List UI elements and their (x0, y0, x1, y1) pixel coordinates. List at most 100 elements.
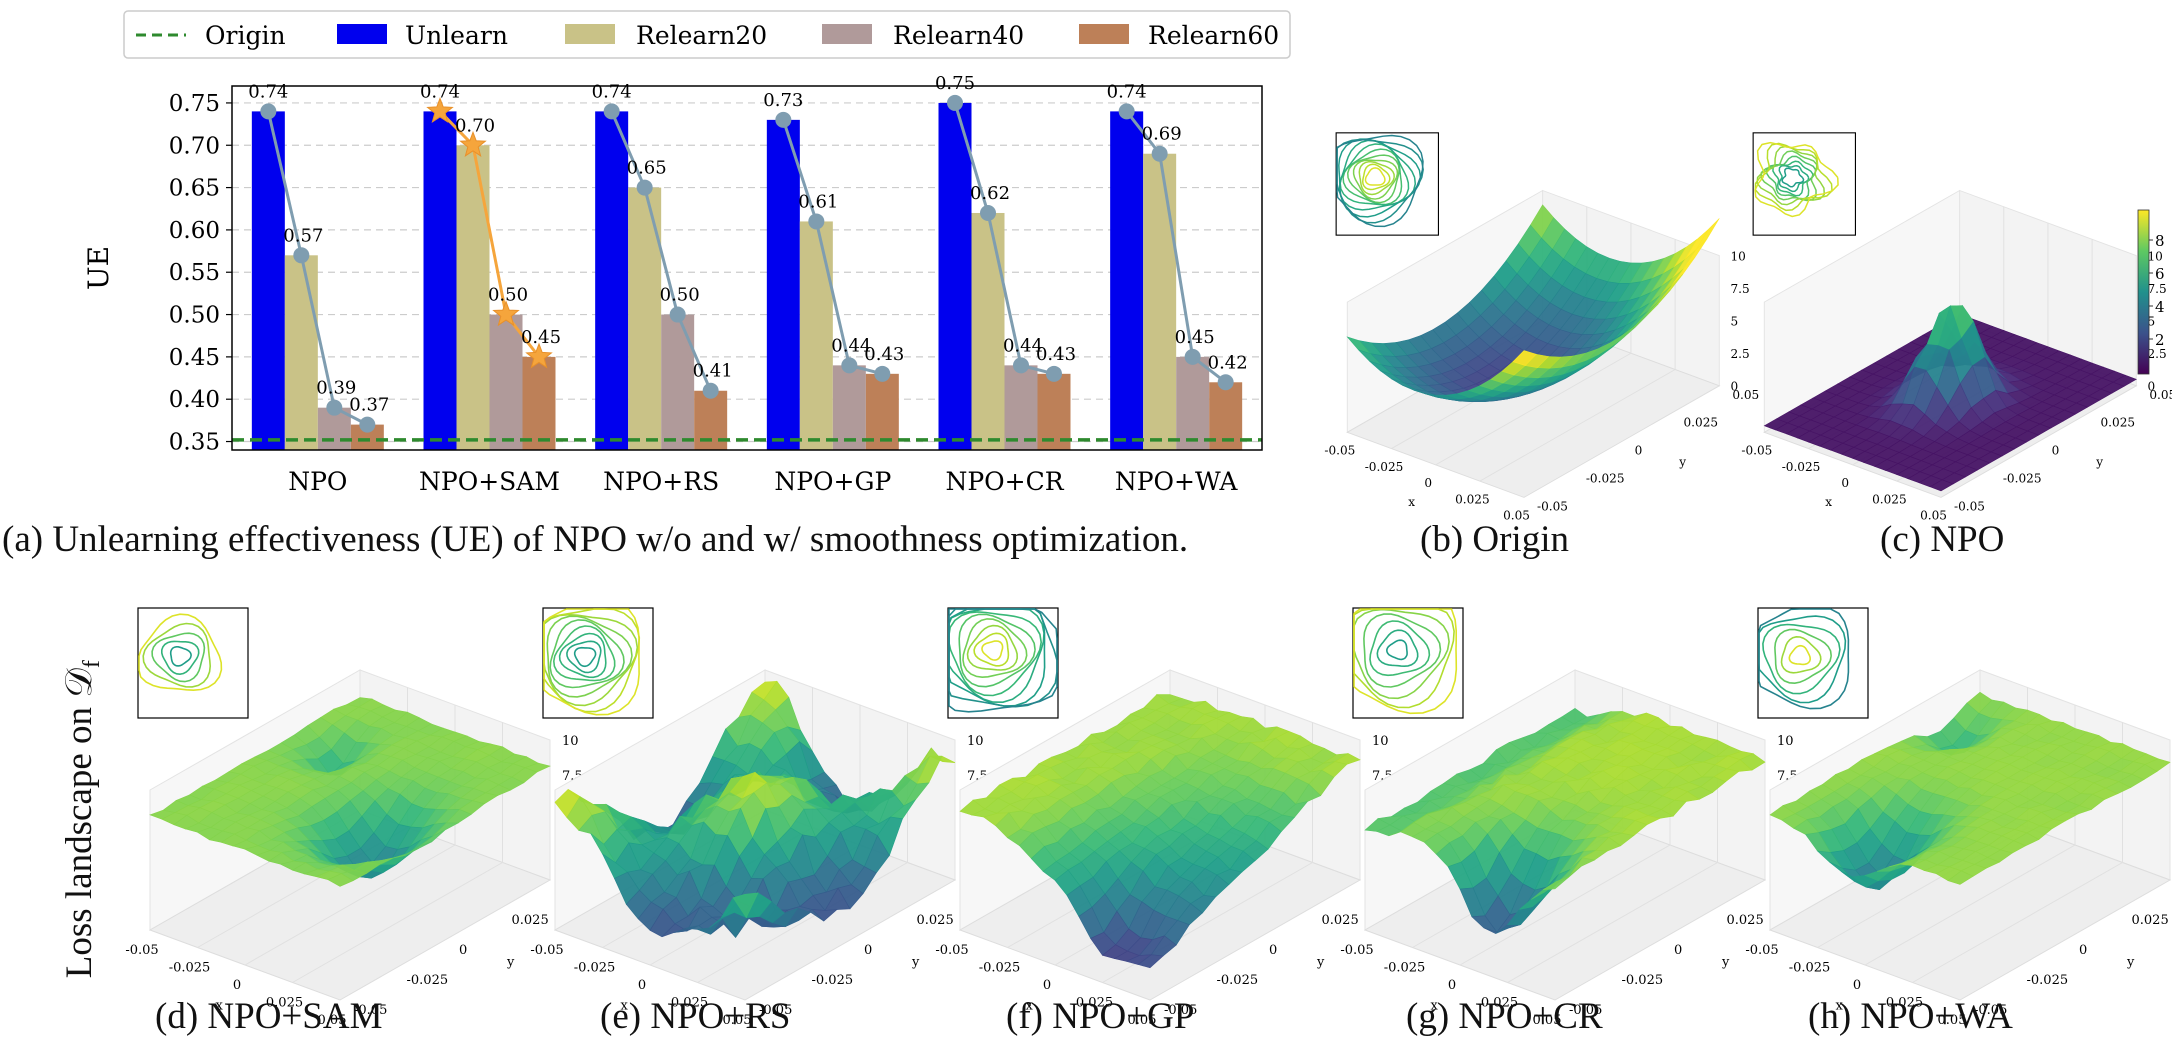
surface-facet (1512, 350, 1537, 366)
data-label: 0.44 (1003, 335, 1043, 356)
contour-line (1758, 608, 1850, 710)
bar-relearn20 (971, 212, 1005, 450)
y-tick-label: 0.75 (169, 91, 220, 117)
contour-line (1338, 138, 1422, 218)
y-tick-label: 0.35 (169, 430, 220, 456)
contour-line (543, 608, 640, 716)
point-marker (874, 365, 891, 382)
y-tick-label: 0.50 (169, 303, 220, 329)
y-tick-label: -0.025 (1586, 472, 1625, 486)
x-axis-label: x (621, 999, 629, 1014)
data-label: 0.62 (970, 183, 1010, 204)
contour-line (1756, 145, 1826, 206)
legend-unlearn-swatch (337, 24, 387, 44)
legend-relearn40-swatch (822, 24, 872, 44)
bar-relearn40 (489, 314, 523, 450)
bar-relearn20 (284, 255, 318, 450)
contour-line (142, 622, 212, 688)
caption-a: (a) Unlearning effectiveness (UE) of NPO… (2, 519, 1189, 560)
z-tick-label: 7.5 (2147, 282, 2166, 296)
x-axis-label: x (1431, 999, 1439, 1014)
side-label-main: Loss landscape on 𝒟 (58, 668, 100, 979)
y-tick-label: 0 (2079, 943, 2087, 958)
contour-line (1754, 141, 1839, 218)
contour-inset (542, 607, 654, 719)
bar-unlearn (938, 102, 972, 450)
contour-line (1352, 159, 1399, 200)
contour-line (1347, 154, 1400, 204)
bar-relearn20 (456, 145, 490, 451)
point-marker (980, 204, 996, 221)
x-tick-label: 0.05 (1920, 509, 1947, 523)
contour-line (549, 619, 625, 689)
bar-relearn60 (865, 373, 899, 450)
x-tick-label: -0.05 (1745, 943, 1778, 958)
y-tick-label: -0.05 (354, 1003, 387, 1018)
y-tick-label: -0.025 (2027, 973, 2069, 988)
data-label: 0.57 (283, 225, 323, 246)
y-tick-label: -0.025 (1217, 973, 1259, 988)
y-axis-label: y (1721, 955, 1730, 970)
data-label: 0.50 (660, 285, 700, 306)
point-marker (669, 306, 686, 323)
contour-line (566, 640, 602, 674)
x-category-label: NPO+SAM (419, 467, 560, 496)
contour-line (1364, 167, 1386, 186)
contour-line (1358, 160, 1395, 196)
y-tick-label: 0.025 (1322, 913, 1359, 928)
y-tick-label: -0.05 (1569, 1003, 1602, 1018)
x-category-label: NPO (288, 467, 347, 496)
contour-line (1338, 139, 1417, 211)
y-axis-label: y (911, 955, 920, 970)
colorbar: 8 6 4 2 (2137, 209, 2165, 375)
y-tick-label: 0 (1269, 943, 1277, 958)
contour-line (1780, 635, 1822, 674)
y-tick-label: 0.05 (1732, 388, 1759, 402)
z-tick-label: 10 (967, 734, 984, 749)
x-tick-label: -0.05 (125, 943, 158, 958)
contour-inset (1352, 607, 1464, 719)
relearn-trend-line (266, 111, 369, 426)
data-label: 0.45 (1175, 327, 1215, 348)
bar-relearn20 (1143, 153, 1177, 450)
x-tick-label: 0.05 (1533, 1013, 1562, 1028)
point-marker (1151, 145, 1168, 162)
data-label: 0.74 (248, 81, 288, 102)
surface-facet (1137, 954, 1164, 969)
data-label: 0.45 (521, 327, 561, 348)
contour-line (1762, 623, 1841, 695)
x-tick-label: 0.025 (1872, 492, 1907, 506)
data-label: 0.42 (1208, 352, 1248, 373)
z-tick-label: 10 (1372, 734, 1389, 749)
y-axis-label: y (2126, 955, 2135, 970)
y-tick-label: 0.025 (2132, 913, 2169, 928)
x-tick-label: 0.025 (1886, 996, 1923, 1011)
ue-bar-chart: 0.35 0.40 0.45 0.50 0.55 0.60 0.65 0.70 0.75 0.74… (169, 73, 1263, 496)
legend-origin-label: Origin (205, 21, 286, 50)
x-tick-label: -0.025 (574, 961, 616, 976)
data-label: 0.37 (349, 395, 389, 416)
point-marker (1184, 348, 1201, 365)
contour-line (546, 615, 633, 698)
data-label: 0.61 (798, 191, 838, 212)
surface-facet (1695, 218, 1720, 251)
x-category-label: NPO+WA (1115, 467, 1239, 496)
contour-line (1778, 164, 1810, 193)
contour-line (1353, 608, 1458, 715)
y-tick-label: -0.05 (1164, 1003, 1197, 1018)
surface-facet (1542, 877, 1569, 890)
point-marker (775, 111, 792, 128)
z-tick-label: 10 (1777, 734, 1794, 749)
bar-relearn40 (1004, 365, 1038, 450)
y-tick-label: 0.025 (2100, 416, 2135, 430)
caption-c: (c) NPO (1880, 519, 2005, 560)
bar-unlearn (595, 111, 629, 450)
y-tick-label: 0.45 (169, 345, 220, 371)
x-category-label: NPO+RS (603, 467, 719, 496)
x-tick-label: -0.05 (1324, 444, 1355, 458)
data-label: 0.75 (935, 73, 975, 94)
point-marker (359, 416, 376, 433)
legend: Origin Unlearn Relearn20 Relearn40 Relea… (123, 10, 1291, 59)
surface-facet (1947, 870, 1974, 885)
point-marker (1013, 357, 1029, 374)
